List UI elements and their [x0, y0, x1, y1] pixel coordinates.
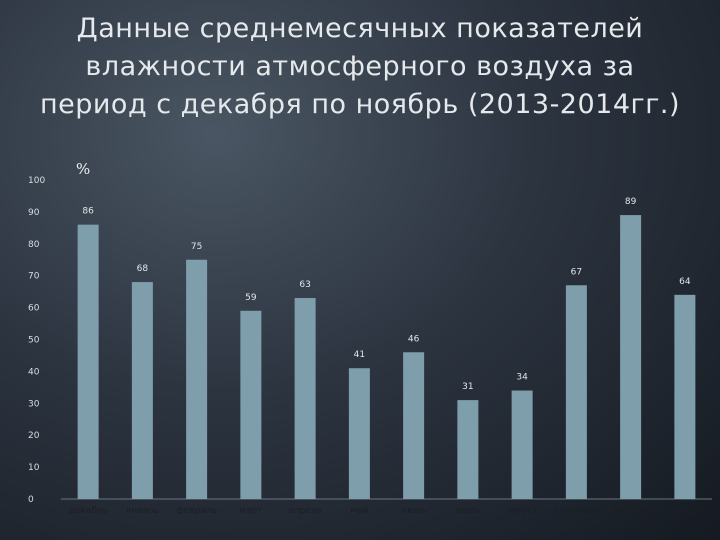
- y-tick-label: 30: [28, 399, 40, 409]
- x-category-label-5: апрель: [288, 506, 322, 516]
- chart-data-labels: 86 68 75 59 63 41 46 31 34 67 89 64: [82, 197, 690, 392]
- bar-10: [565, 285, 587, 499]
- x-category-label-8: июль: [456, 506, 480, 516]
- y-axis-unit-label: %: [76, 160, 90, 178]
- data-label-6: 41: [354, 350, 365, 360]
- bar-7: [403, 352, 425, 499]
- data-label-4: 59: [245, 293, 257, 303]
- x-category-label-7: июнь: [401, 506, 426, 516]
- data-label-2: 68: [137, 264, 149, 274]
- x-category-label-12: ноябрь: [668, 506, 701, 516]
- bar-6: [348, 368, 370, 499]
- y-tick-label: 60: [28, 304, 40, 314]
- x-category-label-1: декабрь: [68, 506, 107, 516]
- y-tick-label: 20: [28, 431, 40, 441]
- y-tick-label: 70: [28, 272, 40, 282]
- y-tick-label: 50: [28, 336, 40, 346]
- title-line-3: период с декабря по ноябрь (2013-2014гг.…: [39, 89, 681, 120]
- data-label-8: 31: [462, 382, 473, 392]
- x-category-label-6: май: [350, 506, 368, 516]
- y-tick-label: 80: [28, 240, 40, 250]
- x-category-label-10: сентябрь: [555, 506, 599, 516]
- data-label-1: 86: [82, 207, 94, 217]
- bar-11: [620, 215, 642, 499]
- data-label-3: 75: [191, 242, 202, 252]
- chart-y-ticks: 0 10 20 30 40 50 60 70 80 90 100: [28, 176, 45, 505]
- bar-8: [457, 400, 479, 499]
- chart-bars: [77, 215, 696, 499]
- y-tick-label: 0: [28, 495, 34, 505]
- bar-1: [77, 224, 99, 499]
- title-line-1: Данные среднемесячных показателей: [76, 13, 644, 44]
- bar-3: [186, 259, 208, 499]
- y-tick-label: 100: [28, 176, 45, 186]
- data-label-12: 64: [679, 277, 691, 287]
- bar-5: [294, 298, 316, 499]
- data-label-11: 89: [625, 197, 637, 207]
- x-category-label-3: февраль: [176, 506, 217, 516]
- y-tick-label: 10: [28, 463, 40, 473]
- data-label-10: 67: [571, 267, 582, 277]
- data-label-7: 46: [408, 334, 420, 344]
- data-label-5: 63: [299, 280, 310, 290]
- y-tick-label: 90: [28, 208, 40, 218]
- x-category-label-2: январь: [126, 506, 159, 516]
- x-category-label-9: август: [507, 506, 538, 516]
- title-line-2: влажности атмосферного воздуха за: [85, 51, 635, 82]
- x-category-label-11: октябрь: [612, 506, 650, 516]
- chart-x-categories: декабрь январь февраль март апрель май июнь июл…: [68, 506, 701, 516]
- data-label-9: 34: [516, 373, 528, 383]
- bar-12: [674, 294, 696, 499]
- bar-9: [511, 390, 533, 499]
- chart-title: Данные среднемесячных показателей влажно…: [20, 10, 700, 124]
- bar-2: [131, 282, 153, 499]
- y-tick-label: 40: [28, 367, 40, 377]
- bar-4: [240, 310, 262, 499]
- x-category-label-4: март: [239, 506, 262, 516]
